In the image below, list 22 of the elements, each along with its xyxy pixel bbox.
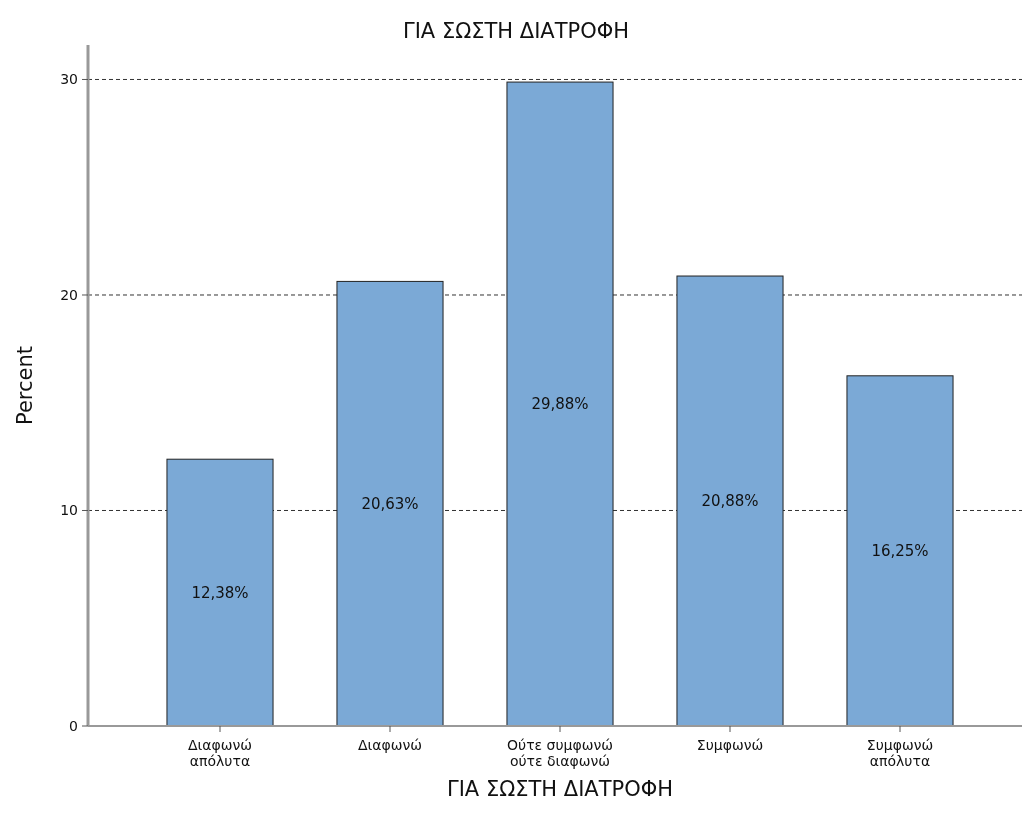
bar — [676, 275, 784, 727]
chart-title: ΓΙΑ ΣΩΣΤΗ ΔΙΑΤΡΟΦΗ — [402, 19, 630, 43]
x-axis-title: ΓΙΑ ΣΩΣΤΗ ΔΙΑΤΡΟΦΗ — [446, 777, 674, 801]
x-tick-label: Διαφωνώ — [357, 737, 423, 753]
y-tick-label: 20 — [60, 286, 78, 303]
y-axis-title: Percent — [13, 345, 37, 426]
data-label: 29,88% — [531, 395, 589, 414]
data-label: 20,63% — [361, 494, 419, 513]
x-tick-label: Διαφωνώ απόλυτα — [187, 737, 253, 769]
bar — [846, 375, 954, 727]
bar — [336, 280, 444, 727]
y-tick-label: 30 — [60, 71, 78, 88]
y-tick-label: 10 — [60, 502, 78, 519]
x-tick-label: Ούτε συμφωνώ ούτε διαφωνώ — [507, 737, 613, 769]
x-tick-label: Συμφωνώ — [696, 737, 764, 753]
data-label: 12,38% — [191, 583, 249, 602]
data-label: 20,88% — [701, 492, 759, 511]
y-tick-label: 0 — [69, 717, 78, 734]
bar — [166, 458, 274, 727]
data-label: 16,25% — [871, 542, 929, 561]
x-tick-label: Συμφωνώ απόλυτα — [866, 737, 934, 769]
bar — [506, 81, 614, 727]
